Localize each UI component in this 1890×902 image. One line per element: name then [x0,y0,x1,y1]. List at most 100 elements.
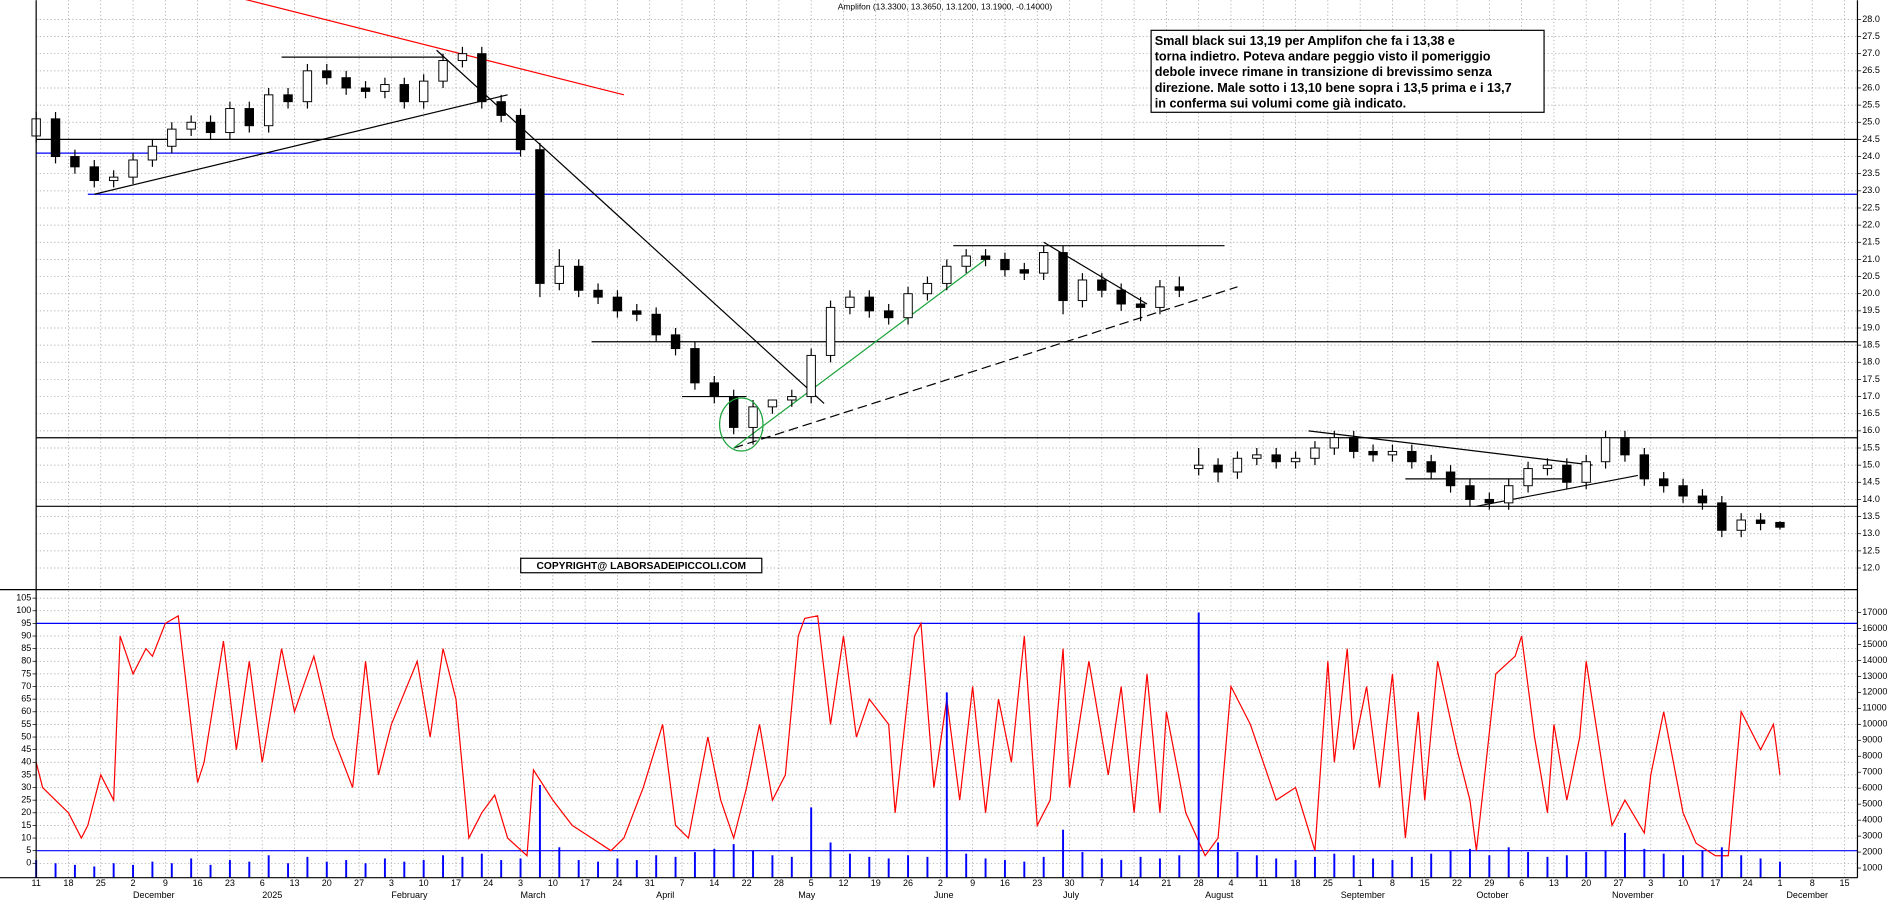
volume-bar [1507,847,1510,878]
volume-bar [1682,855,1685,878]
volume-bar [1333,853,1336,878]
y-tick-label: 16.0 [1862,425,1880,435]
x-tick-label: 11 [31,878,40,888]
candle-body [922,282,933,295]
candle-body [1445,471,1456,487]
y-tick-label: 13.0 [1862,528,1880,538]
y-tick-label: 15000 [1862,639,1887,649]
candle-body [50,118,61,158]
volume-bar [1488,855,1491,878]
y-tick-label: 24.5 [1862,134,1880,144]
month-label: December [1786,890,1828,900]
volume-bar [616,858,619,878]
volume-bar [1042,856,1045,878]
candle-body [670,334,681,350]
candle-body [1193,464,1204,470]
x-tick-label: 29 [1484,878,1494,888]
candle-body [1000,258,1010,271]
candle-body [1174,286,1185,291]
y-tick-label: 20.0 [1862,288,1880,298]
candle-body [1368,450,1378,456]
candle-body [418,80,429,103]
x-tick-label: 10 [419,878,429,888]
candle-body [186,121,196,130]
y-tick-label: 14.5 [1862,477,1880,487]
x-tick-label: 7 [679,878,684,888]
volume-bar [1100,858,1103,878]
candle-body [787,396,797,401]
month-label: September [1341,890,1385,900]
volume-bar [73,864,76,878]
volume-bar [1740,855,1743,878]
x-tick-label: 27 [354,878,364,888]
volume-bar [655,855,658,878]
volume-bar [1217,842,1220,878]
volume-bar [480,853,483,878]
volume-bar [1623,832,1626,878]
x-tick-label: 25 [96,878,106,888]
volume-bar [1139,856,1142,878]
candle-body [1523,468,1533,487]
month-label: 2025 [262,890,282,900]
volume-bar [132,864,135,878]
volume-bar [868,856,871,878]
candle-body [1755,519,1766,524]
candle-body [1232,457,1243,473]
candle-body [322,70,332,79]
y-tick-label: 35 [21,769,31,779]
y-tick-label: 2000 [1862,846,1882,856]
y-tick-label: 19.0 [1862,322,1880,332]
y-tick-label: 18.0 [1862,357,1880,367]
x-tick-label: 8 [1810,878,1815,888]
y-tick-label: 11000 [1862,703,1886,713]
y-tick-label: 65 [21,694,31,704]
volume-bar [1023,861,1026,878]
volume-bar [170,863,173,878]
candle-body [1620,437,1630,456]
y-tick-label: 23.5 [1862,168,1880,178]
y-tick-label: 24.0 [1862,151,1880,161]
volume-bar [1062,829,1065,878]
candle-body [1736,519,1746,531]
candle-body [1252,454,1262,459]
y-tick-label: 27.5 [1862,31,1880,41]
volume-bar [752,850,755,878]
y-tick-label: 95 [21,618,31,628]
volume-bar [887,858,890,878]
candle-body [554,265,564,284]
y-tick-label: 12.5 [1862,545,1880,555]
x-tick-label: 23 [225,878,235,888]
x-tick-label: 11 [1259,878,1268,888]
volume-bar [810,807,813,878]
y-tick-label: 19.5 [1862,305,1880,315]
candle-body [477,53,487,103]
x-tick-label: 31 [645,878,655,888]
x-tick-label: 4 [1228,878,1233,888]
y-tick-label: 21.5 [1862,237,1880,247]
candle-body [399,84,409,103]
candle-body [496,101,506,116]
candle-body [1697,495,1708,504]
candle-body [845,296,855,308]
y-tick-label: 1000 [1862,862,1882,872]
volume-bar [383,858,386,878]
volume-bar [635,860,638,878]
volume-bar [1546,856,1549,878]
month-label: February [391,890,428,900]
candle-body [1562,464,1572,483]
volume-bar [926,856,929,878]
x-tick-label: 21 [1161,878,1171,888]
volume-bar [325,861,328,878]
volume-bar [267,855,270,878]
candle-body [612,296,623,312]
volume-bar [1701,850,1704,878]
trend-line [733,258,986,449]
candle-body [748,406,758,428]
candle-body [980,255,991,260]
volume-bar [1662,853,1665,878]
candle-body [535,149,545,284]
volume-bar [1410,856,1413,878]
x-tick-label: 23 [1032,878,1042,888]
